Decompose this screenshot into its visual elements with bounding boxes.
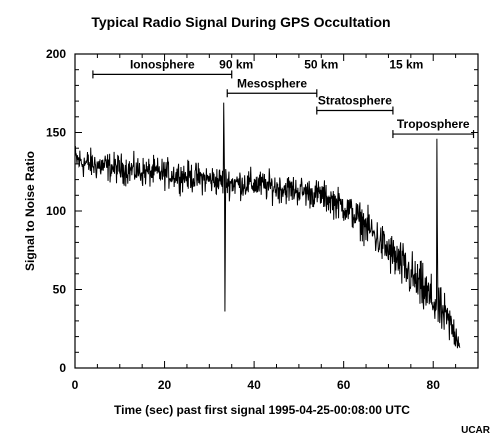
- signal-series: [74, 102, 461, 349]
- region-label: Troposphere: [397, 117, 470, 131]
- x-tick-label: 0: [72, 378, 79, 392]
- region-label: Mesosphere: [237, 76, 307, 90]
- y-tick-label: 50: [53, 283, 67, 297]
- plot-frame: [74, 53, 479, 369]
- x-tick-label: 60: [337, 378, 351, 392]
- region-label: Ionosphere: [130, 57, 195, 71]
- altitude-label: 15 km: [389, 57, 423, 71]
- y-tick-label: 0: [59, 361, 66, 375]
- y-axis-ticks: 0 50 100 150 200: [46, 47, 478, 375]
- altitude-label: 90 km: [219, 57, 253, 71]
- x-tick-label: 20: [158, 378, 172, 392]
- chart-title: Typical Radio Signal During GPS Occultat…: [91, 14, 390, 30]
- credit-label: UCAR: [461, 425, 491, 436]
- altitude-label: 50 km: [304, 57, 338, 71]
- region-label: Stratosphere: [318, 94, 392, 108]
- signal-line: [74, 102, 461, 349]
- y-axis-label: Signal to Noise Ratio: [23, 151, 37, 271]
- x-tick-label: 40: [247, 378, 261, 392]
- annotations: Ionosphere Mesosphere Stratosphere Troposph…: [92, 57, 475, 139]
- plot-border: [74, 53, 479, 369]
- x-tick-label: 80: [427, 378, 441, 392]
- y-tick-label: 150: [46, 126, 66, 140]
- y-tick-label: 200: [46, 47, 66, 61]
- y-tick-label: 100: [46, 204, 66, 218]
- x-axis-label: Time (sec) past first signal 1995-04-25-…: [114, 403, 410, 417]
- x-axis-ticks: 0 20 40 60 80: [72, 54, 479, 392]
